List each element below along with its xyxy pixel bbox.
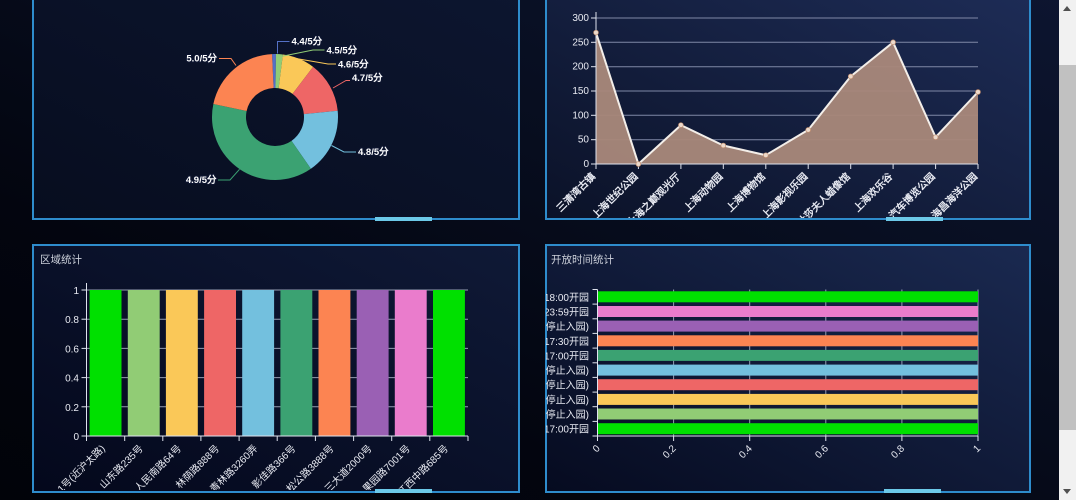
svg-text:1: 1 (971, 443, 983, 455)
svg-text:18:00开园: 18:00开园 (544, 292, 589, 304)
svg-text:0.2: 0.2 (661, 443, 679, 461)
svg-text:(16:00后停止入园): (16:00后停止入园) (507, 320, 589, 333)
svg-text:0.2: 0.2 (65, 403, 79, 414)
svg-text:上海博物馆: 上海博物馆 (723, 170, 768, 215)
svg-text:4.8/5分: 4.8/5分 (358, 146, 389, 158)
svg-text:0: 0 (583, 159, 589, 170)
svg-text:0.6: 0.6 (65, 344, 79, 355)
svg-text:(16:00后停止入园): (16:00后停止入园) (507, 379, 589, 392)
svg-text:17:00开园: 17:00开园 (544, 350, 589, 362)
svg-text:(16:00后停止入园): (16:00后停止入园) (507, 393, 589, 406)
svg-text:4.5/5分: 4.5/5分 (327, 45, 358, 57)
svg-text:三清湾古镇: 三清湾古镇 (554, 170, 599, 215)
svg-text:(16:00后停止入园): (16:00后停止入园) (507, 408, 589, 421)
svg-text:上海动物园: 上海动物园 (681, 170, 726, 215)
svg-text:100: 100 (572, 110, 589, 121)
svg-text:50: 50 (578, 135, 590, 146)
svg-text:上海欢乐谷: 上海欢乐谷 (851, 169, 896, 214)
svg-text:0.8: 0.8 (889, 443, 907, 461)
svg-text:17:00开园: 17:00开园 (544, 424, 589, 436)
svg-text:4.9/5分: 4.9/5分 (186, 174, 217, 186)
svg-text:4.4/5分: 4.4/5分 (292, 36, 323, 48)
svg-text:5.0/5分: 5.0/5分 (186, 53, 217, 65)
svg-text:0.8: 0.8 (65, 315, 79, 326)
svg-text:0: 0 (73, 432, 79, 443)
svg-text:4.7/5分: 4.7/5分 (352, 72, 383, 84)
svg-text:(16:00后停止入园): (16:00后停止入园) (507, 364, 589, 377)
svg-text:4.6/5分: 4.6/5分 (338, 58, 369, 70)
svg-text:23:59开园: 23:59开园 (544, 307, 589, 319)
svg-text:1: 1 (73, 286, 79, 297)
svg-text:200: 200 (572, 62, 589, 73)
svg-text:300: 300 (572, 13, 589, 24)
svg-text:150: 150 (572, 86, 589, 97)
svg-text:0.4: 0.4 (737, 443, 755, 461)
svg-text:0.4: 0.4 (65, 374, 79, 385)
svg-text:0: 0 (591, 443, 603, 455)
svg-text:0.6: 0.6 (813, 443, 831, 461)
svg-text:17:30开园: 17:30开园 (544, 336, 589, 348)
svg-text:1号(近沪太路): 1号(近沪太路) (55, 442, 108, 495)
svg-text:250: 250 (572, 37, 589, 48)
